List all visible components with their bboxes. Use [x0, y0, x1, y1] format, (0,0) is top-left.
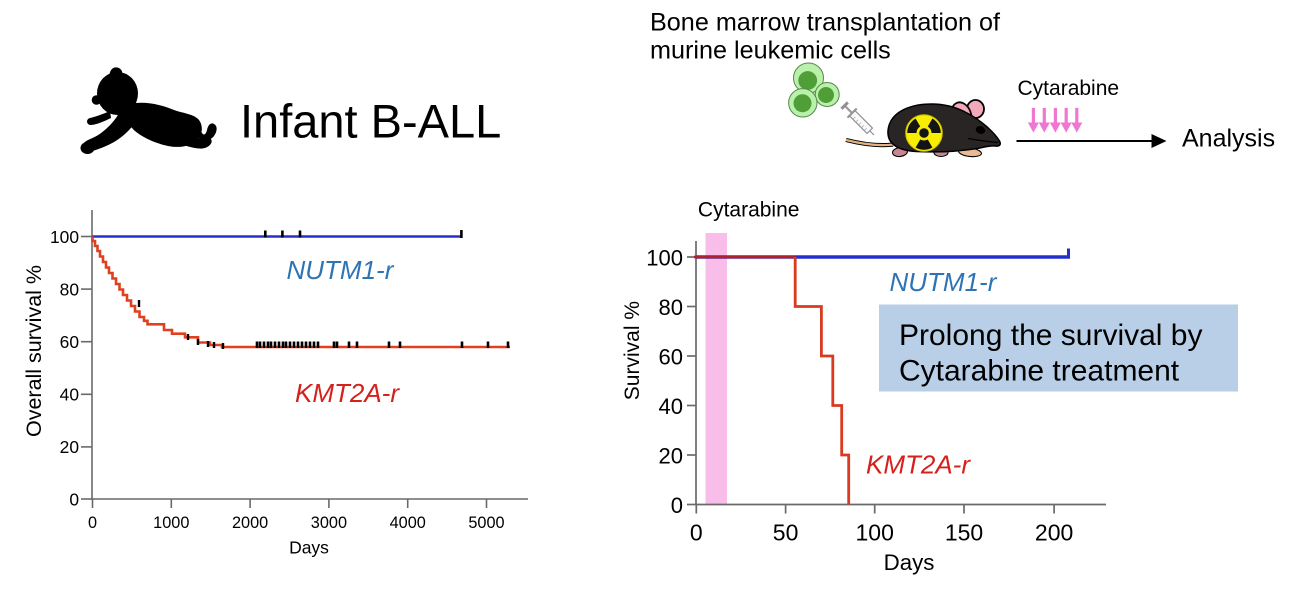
svg-text:4000: 4000 [390, 514, 426, 532]
svg-text:Bone marrow transplantation of: Bone marrow transplantation of [650, 9, 1001, 37]
svg-text:80: 80 [659, 295, 683, 320]
svg-text:0: 0 [69, 489, 79, 509]
svg-text:Cytarabine: Cytarabine [698, 199, 800, 222]
svg-text:40: 40 [659, 394, 683, 419]
svg-text:Infant B-ALL: Infant B-ALL [240, 95, 501, 148]
svg-text:Prolong the survival by: Prolong the survival by [899, 319, 1203, 352]
svg-text:NUTM1-r: NUTM1-r [890, 267, 998, 297]
svg-text:Days: Days [884, 550, 935, 575]
svg-text:Cytarabine treatment: Cytarabine treatment [899, 354, 1180, 387]
svg-text:40: 40 [60, 385, 79, 405]
svg-text:100: 100 [50, 227, 79, 247]
svg-text:Days: Days [289, 538, 329, 558]
svg-text:150: 150 [945, 520, 983, 546]
svg-text:2000: 2000 [232, 514, 268, 532]
svg-text:0: 0 [671, 493, 683, 518]
svg-text:0: 0 [88, 514, 97, 532]
svg-text:NUTM1-r: NUTM1-r [287, 255, 395, 285]
svg-text:50: 50 [773, 520, 799, 546]
svg-text:KMT2A-r: KMT2A-r [866, 450, 971, 480]
svg-text:0: 0 [690, 520, 703, 546]
svg-text:Cytarabine: Cytarabine [1018, 77, 1120, 100]
svg-text:100: 100 [646, 245, 683, 270]
svg-text:60: 60 [60, 332, 79, 352]
svg-text:100: 100 [856, 520, 894, 546]
svg-text:60: 60 [659, 344, 683, 369]
svg-text:Survival %: Survival % [621, 301, 644, 400]
svg-text:20: 20 [60, 437, 79, 457]
svg-text:murine leukemic cells: murine leukemic cells [650, 37, 891, 65]
svg-text:20: 20 [659, 443, 683, 468]
svg-text:200: 200 [1035, 520, 1073, 546]
svg-text:1000: 1000 [153, 514, 189, 532]
svg-text:Overall survival %: Overall survival % [22, 265, 46, 437]
svg-text:3000: 3000 [311, 514, 347, 532]
svg-text:Analysis: Analysis [1182, 125, 1275, 153]
svg-text:80: 80 [60, 279, 79, 299]
svg-text:5000: 5000 [468, 514, 504, 532]
svg-text:KMT2A-r: KMT2A-r [295, 378, 400, 408]
